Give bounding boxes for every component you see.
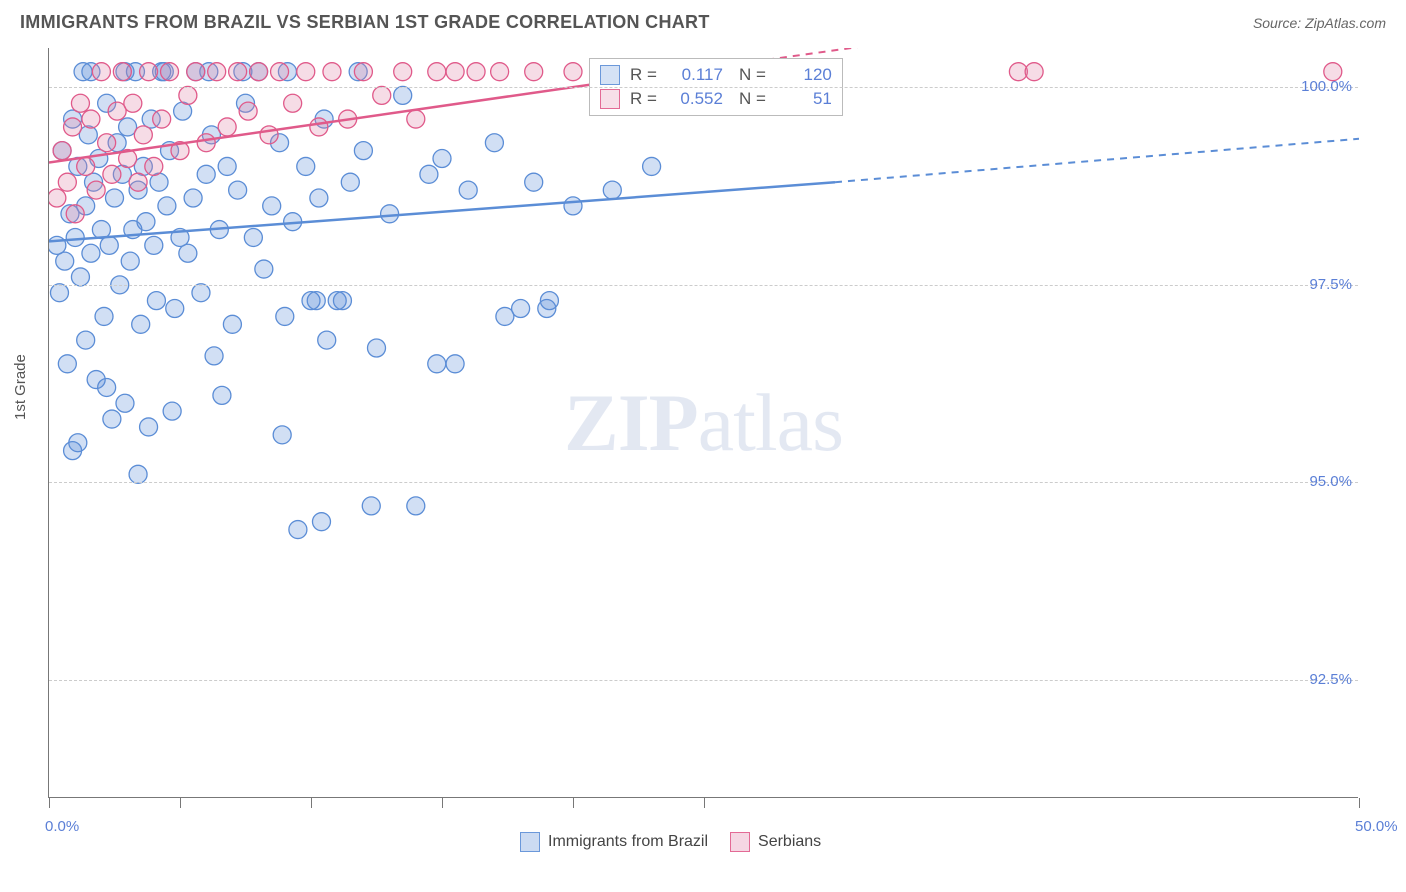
legend-item: Immigrants from Brazil (520, 832, 708, 852)
x-tick-label: 0.0% (45, 818, 79, 835)
y-tick-label: 92.5% (1309, 671, 1352, 688)
x-tick-label: 50.0% (1355, 818, 1398, 835)
source-attribution: Source: ZipAtlas.com (1253, 15, 1386, 31)
legend-item: Serbians (730, 832, 821, 852)
y-tick-label: 97.5% (1309, 276, 1352, 293)
legend-bottom: Immigrants from Brazil Serbians (520, 832, 821, 852)
stat-row-serb: R =0.552N =51 (600, 87, 832, 111)
y-tick-label: 100.0% (1301, 78, 1352, 95)
y-tick-label: 95.0% (1309, 473, 1352, 490)
y-axis-label: 1st Grade (12, 354, 29, 420)
scatter-svg (49, 48, 1359, 798)
plot-area: ZIPatlas R =0.117N =120R =0.552N =51 92.… (48, 48, 1358, 798)
chart-title: IMMIGRANTS FROM BRAZIL VS SERBIAN 1ST GR… (20, 12, 710, 33)
stat-row-brazil: R =0.117N =120 (600, 63, 832, 87)
